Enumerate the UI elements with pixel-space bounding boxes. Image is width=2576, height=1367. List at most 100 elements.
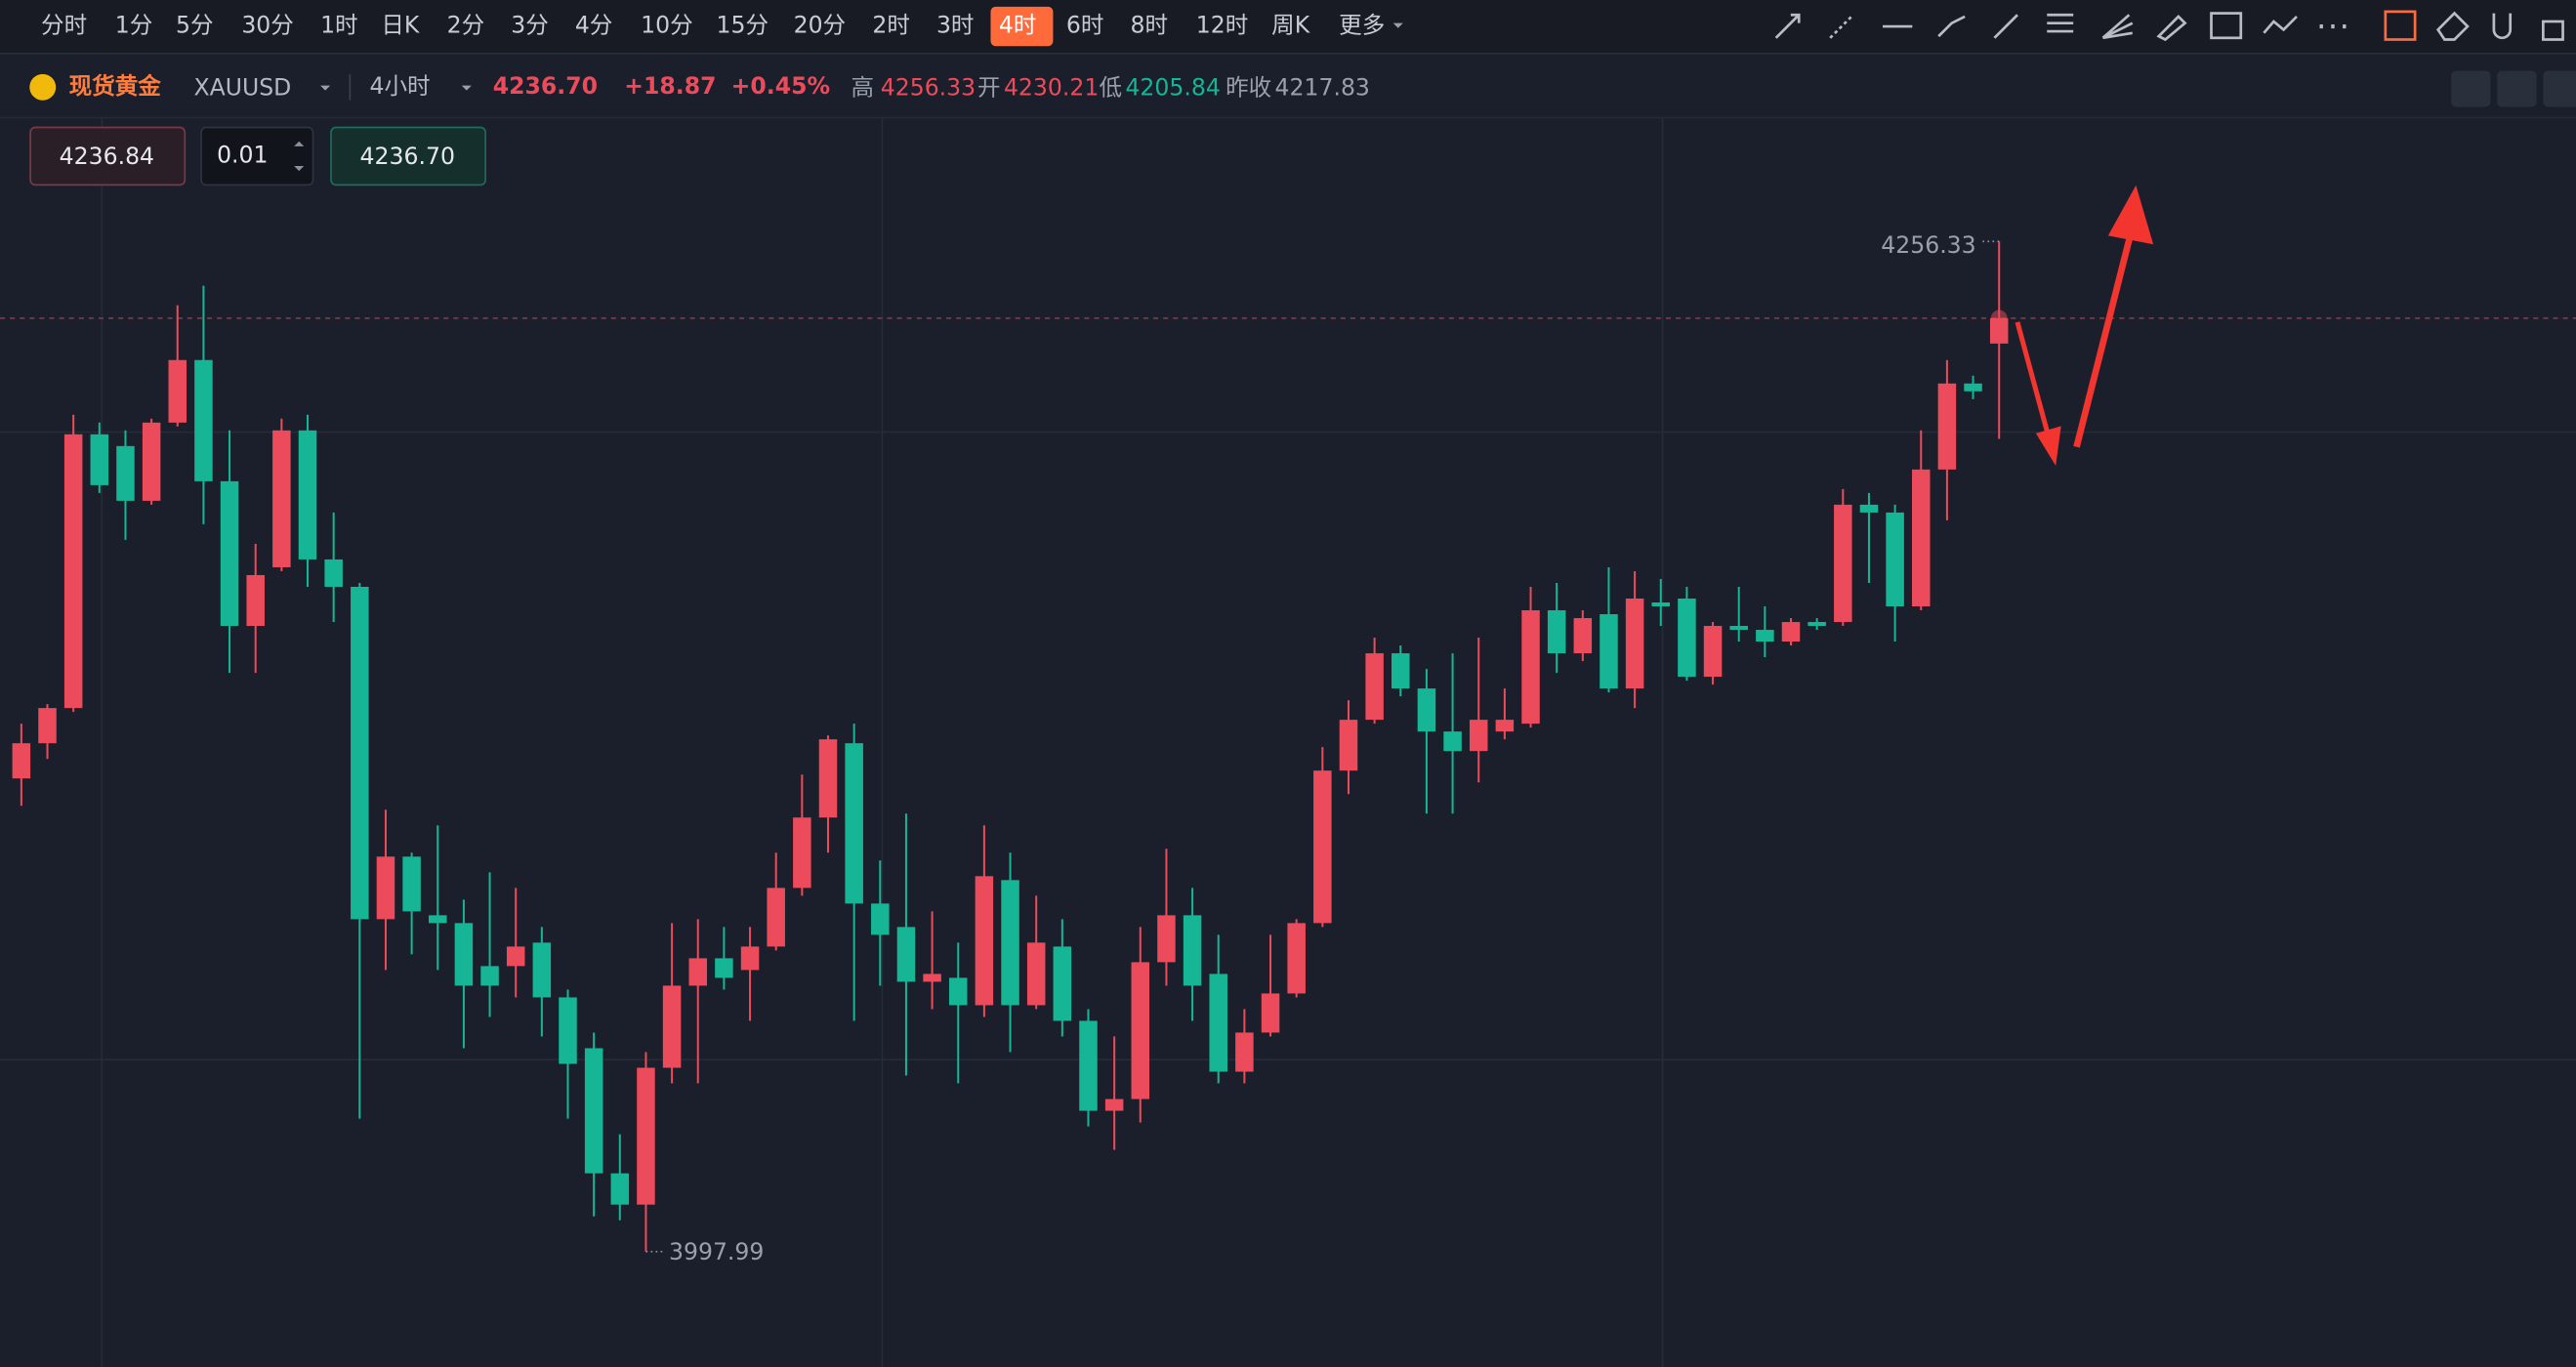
low-annotation: 3997.99 — [669, 1238, 764, 1265]
candle-body — [1313, 770, 1332, 924]
tool-brush[interactable] — [2156, 15, 2187, 42]
candle-body — [767, 888, 785, 947]
candle-body — [1703, 626, 1723, 678]
candle-body — [1600, 614, 1618, 689]
candle-body — [1079, 1020, 1098, 1111]
period-tab[interactable]: 3时 — [936, 12, 975, 39]
control-style[interactable] — [2543, 70, 2576, 107]
candle-body — [1417, 688, 1436, 732]
tool-arrow[interactable] — [1774, 13, 1801, 39]
candle-body — [637, 1067, 655, 1205]
prev-close-value: 4217.83 — [1275, 73, 1370, 101]
candle-body — [793, 817, 811, 889]
arrow-up — [2073, 226, 2137, 448]
interval[interactable]: 4小时 — [370, 72, 431, 100]
tool-image[interactable] — [2210, 12, 2243, 40]
candle-body — [324, 559, 343, 587]
instrument-symbol[interactable]: XAUUSD — [194, 73, 292, 101]
candle-body — [740, 946, 760, 971]
period-tab[interactable]: 日K — [381, 12, 420, 39]
candle-body — [1104, 1098, 1124, 1111]
tool-trend[interactable] — [1937, 15, 1966, 38]
period-tab[interactable]: 2分 — [447, 12, 485, 39]
candle-body — [272, 430, 291, 567]
period-tab[interactable]: 6时 — [1066, 12, 1104, 39]
candle-body — [715, 958, 733, 978]
grid — [0, 118, 2576, 1367]
tool-ray[interactable] — [1829, 14, 1854, 39]
candle-body — [376, 856, 395, 920]
period-tab[interactable]: 更多 — [1339, 12, 1385, 39]
period-tab[interactable]: 4分 — [575, 12, 613, 39]
candle-body — [1859, 504, 1879, 513]
dropdown-caret — [461, 85, 472, 91]
candle-body — [1651, 602, 1671, 607]
candle-body — [168, 359, 187, 423]
candle-body — [1937, 383, 1957, 470]
tool-fib[interactable] — [2047, 13, 2074, 33]
period-tab[interactable]: 周K — [1271, 12, 1310, 39]
candle-body — [584, 1048, 603, 1174]
candle-body — [480, 966, 499, 986]
period-tab[interactable]: 2时 — [872, 12, 910, 39]
candle-body — [1365, 653, 1384, 721]
candle-body — [12, 743, 31, 779]
high-value: 4256.33 — [881, 73, 976, 101]
last-price: 4236.70 — [493, 72, 598, 100]
annotation-arrows — [2015, 185, 2154, 467]
tool-wave[interactable] — [2263, 15, 2298, 34]
period-tab[interactable]: 3分 — [511, 12, 549, 39]
low-label: 低 — [1100, 73, 1123, 101]
period-tab[interactable]: 1时 — [320, 12, 358, 39]
control-draw[interactable] — [2497, 70, 2537, 107]
candle-body — [1756, 630, 1774, 642]
sell-button[interactable] — [29, 126, 187, 186]
candles: 4256.33 3997.99 — [0, 231, 2576, 1265]
period-tab[interactable]: 4时 — [999, 12, 1037, 39]
buy-price[interactable]: 4236.70 — [360, 143, 455, 170]
candle-body — [1547, 610, 1566, 654]
candle-body — [1573, 618, 1593, 654]
tool-fan[interactable] — [2101, 14, 2134, 40]
tool-magnet[interactable] — [2492, 13, 2513, 40]
candle-body — [1443, 731, 1462, 752]
period-tab[interactable]: 30分 — [241, 12, 294, 39]
dropdown-caret — [320, 85, 331, 91]
tool-lock[interactable] — [2542, 20, 2564, 41]
candle-body — [429, 915, 447, 924]
candle-body — [1834, 504, 1852, 623]
instrument-name[interactable]: 现货黄金 — [69, 72, 162, 100]
arrow-down — [2015, 321, 2052, 438]
qty-input[interactable] — [200, 126, 314, 186]
candle-body — [1235, 1032, 1254, 1072]
period-tab[interactable]: 10分 — [641, 12, 693, 39]
candle-body — [90, 434, 109, 485]
gold-icon — [29, 73, 57, 101]
high-annotation: 4256.33 — [1881, 231, 1975, 259]
tool-eraser[interactable] — [2435, 11, 2470, 41]
buy-button[interactable] — [330, 126, 486, 186]
period-tab[interactable]: 分时 — [41, 12, 87, 39]
period-tab[interactable]: 1分 — [115, 12, 153, 39]
period-tab[interactable]: 15分 — [717, 12, 769, 39]
tool-segment[interactable] — [1993, 14, 2018, 39]
period-tab[interactable]: 5分 — [176, 12, 214, 39]
period-tab[interactable]: 12时 — [1196, 12, 1249, 39]
control-indicator[interactable] — [2451, 70, 2491, 107]
period-tab[interactable]: 20分 — [794, 12, 847, 39]
chart-controls — [2451, 70, 2576, 107]
candle-body — [1781, 622, 1801, 642]
period-tab[interactable]: 8时 — [1130, 12, 1168, 39]
candle-body — [1209, 973, 1227, 1072]
candle-body — [1053, 946, 1072, 1021]
tool-edit[interactable] — [2384, 10, 2417, 41]
drawing-tools[interactable] — [1774, 10, 2564, 42]
candle-body — [1261, 993, 1280, 1033]
candle-body — [1625, 599, 1644, 689]
qty-value[interactable]: 0.01 — [217, 141, 268, 168]
arrow-up-head — [2107, 185, 2154, 245]
candle-body — [871, 903, 890, 935]
sell-price[interactable]: 4236.84 — [60, 143, 154, 170]
candle-body — [948, 977, 968, 1006]
